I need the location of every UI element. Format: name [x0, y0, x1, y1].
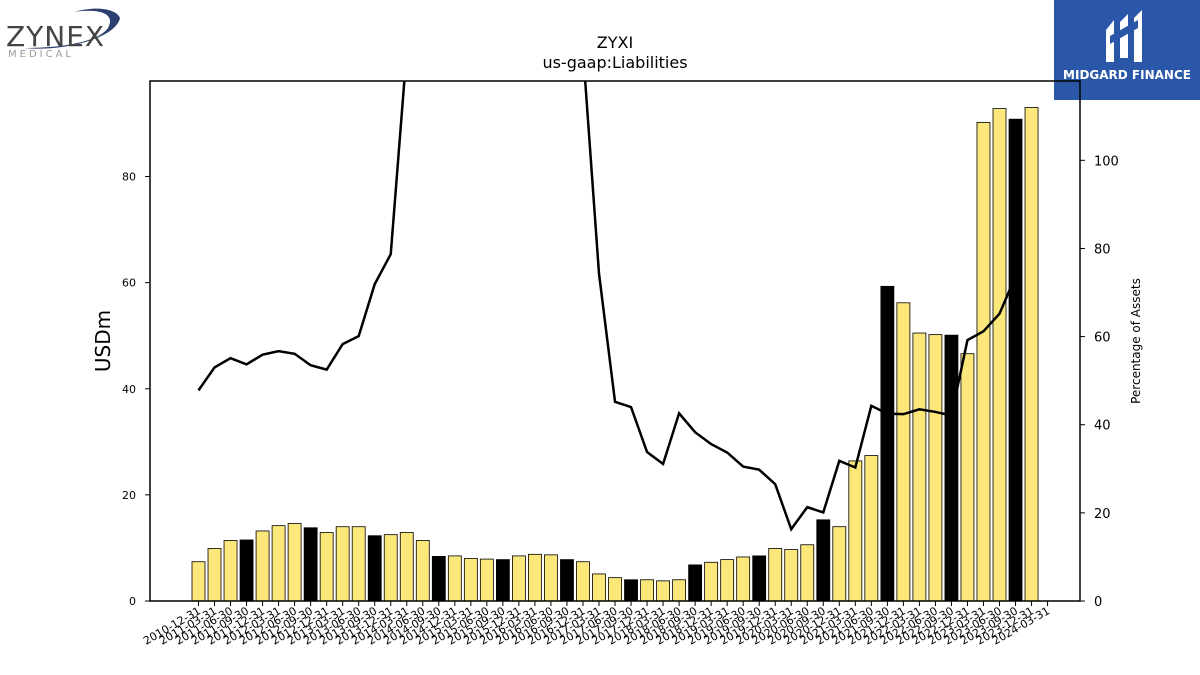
bar: [447, 555, 462, 602]
bar: [287, 523, 302, 602]
bar: [800, 544, 815, 602]
percentage-of-assets-line: [197, 81, 1017, 532]
zynex-logo: ZYNEX MEDICAL: [4, 4, 124, 64]
zynex-logo-subtext: MEDICAL: [8, 49, 74, 60]
bar: [191, 561, 206, 602]
y2-tick-label: 0: [1094, 595, 1102, 610]
bar: [992, 108, 1007, 602]
y-tick-label: 60: [122, 277, 136, 290]
bar-series: [191, 107, 1039, 602]
bar: [944, 334, 959, 602]
bar: [672, 579, 686, 602]
bar: [832, 526, 847, 602]
y-axis-label: USDm: [91, 310, 115, 372]
bar: [1024, 107, 1039, 602]
bar: [656, 580, 670, 602]
bar: [367, 535, 382, 602]
bar: [495, 559, 510, 602]
y-tick-label: 0: [129, 595, 136, 608]
bar: [399, 532, 414, 602]
bar: [960, 353, 975, 602]
bar: [335, 526, 350, 602]
bar: [976, 121, 991, 602]
y2-tick-label: 60: [1094, 331, 1111, 346]
bar: [720, 559, 735, 602]
y2-tick-label: 40: [1094, 419, 1111, 434]
bar: [463, 558, 478, 602]
chart-subtitle: us-gaap:Liabilities: [542, 53, 687, 72]
right-axis-ticks: 0 20 40 60 80 100: [1080, 154, 1119, 610]
bar: [319, 532, 334, 602]
bar: [303, 527, 318, 602]
bar: [592, 573, 606, 602]
bar: [223, 540, 238, 602]
bar: [736, 556, 751, 602]
bar: [528, 553, 542, 602]
y2-tick-label: 20: [1094, 507, 1111, 522]
bar: [752, 555, 767, 602]
y2-tick-label: 100: [1094, 154, 1119, 169]
bar: [415, 540, 430, 602]
bar: [255, 530, 270, 602]
left-axis-ticks: 0 20 40 60 80: [122, 171, 150, 608]
bar: [880, 285, 895, 602]
bar: [784, 549, 799, 602]
bar: [864, 455, 879, 602]
bar: [608, 577, 622, 602]
bar: [560, 559, 574, 602]
x-axis-ticks: 2010-12-312011-03-312011-06-302011-09-30…: [141, 601, 1052, 648]
bar: [383, 534, 398, 602]
bar: [848, 460, 863, 602]
midgard-m-icon: [1106, 10, 1142, 62]
bar: [624, 579, 638, 602]
bar: [704, 561, 719, 602]
midgard-finance-logo: MIDGARD FINANCE: [1054, 0, 1200, 100]
bar: [431, 556, 446, 602]
chart-title: ZYXI: [597, 33, 633, 52]
y2-tick-label: 80: [1094, 242, 1111, 257]
bar: [928, 334, 943, 602]
bar: [576, 561, 590, 602]
bar: [640, 579, 654, 602]
bar: [479, 558, 494, 602]
bar: [1008, 118, 1023, 602]
bar: [912, 332, 927, 602]
y-tick-label: 40: [122, 383, 136, 396]
bar: [271, 525, 286, 602]
bar: [816, 519, 831, 602]
bar: [207, 548, 222, 602]
midgard-finance-logo-text: MIDGARD FINANCE: [1063, 68, 1191, 82]
logo-swoosh-icon: [24, 8, 120, 49]
bar: [896, 302, 911, 602]
line-series: [197, 81, 1017, 532]
zynex-logo-text: ZYNEX: [6, 20, 106, 53]
y2-axis-label: Percentage of Assets: [1129, 278, 1143, 404]
bar: [544, 554, 558, 602]
bar: [688, 564, 703, 602]
bar: [239, 539, 254, 602]
bar: [768, 548, 783, 602]
y-tick-label: 80: [122, 171, 136, 184]
bar: [512, 555, 526, 602]
bar: [351, 526, 366, 602]
y-tick-label: 20: [122, 489, 136, 502]
